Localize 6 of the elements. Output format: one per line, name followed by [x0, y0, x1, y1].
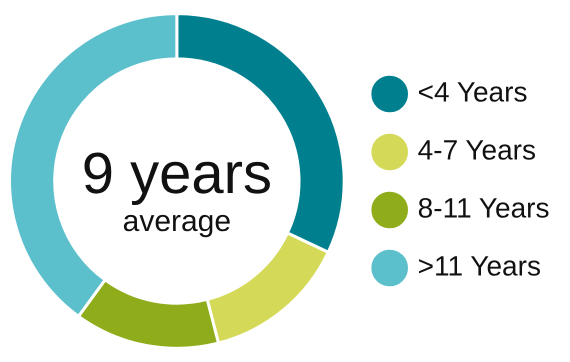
legend-label: <4 Years	[418, 76, 528, 108]
legend-label: >11 Years	[418, 250, 541, 282]
legend-label: 8-11 Years	[418, 192, 550, 224]
legend-label: 4-7 Years	[418, 134, 536, 166]
text: average	[122, 205, 232, 238]
text: 9 years	[82, 141, 272, 206]
